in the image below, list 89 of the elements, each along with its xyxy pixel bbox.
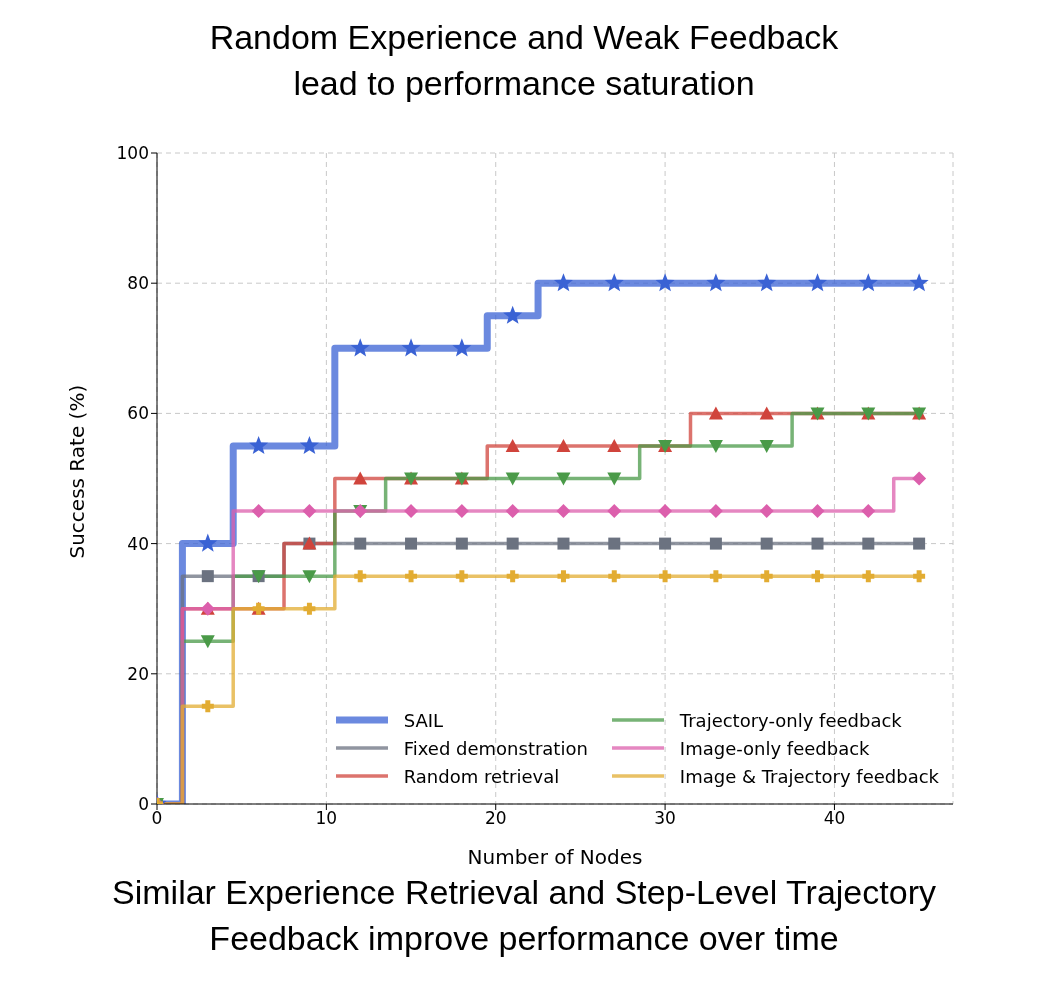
x-tick-label: 30 [654,808,676,829]
point [760,570,773,583]
point [354,537,367,550]
point [505,504,520,519]
y-tick-label: 80 [127,273,149,294]
point [659,570,672,583]
point [862,537,875,550]
point [709,537,722,550]
point [811,537,824,550]
y-tick-label: 100 [116,143,149,164]
point [759,504,774,519]
chart-title: Random Experience and Weak Feedback lead to performance saturation [208,17,840,104]
point [405,570,418,583]
y-tick-label: 40 [127,533,149,554]
point [608,537,621,550]
point [302,504,317,519]
point [354,570,367,583]
point [757,273,777,292]
point [553,273,573,292]
legend-label: Random retrieval [403,765,560,787]
point [201,700,214,713]
x-tick-label: 10 [315,808,338,829]
x-tick-label: 0 [151,808,163,829]
point [353,471,368,485]
point [556,438,571,452]
y-tick-label: 0 [138,794,149,815]
point [708,406,723,420]
x-tick-label: 40 [823,808,846,829]
point [759,439,774,453]
point [810,504,825,519]
point [506,570,519,583]
point [455,570,468,583]
point [913,537,926,550]
point [706,273,726,292]
point [913,570,926,583]
x-tick-label: 20 [484,808,507,829]
point [506,537,519,550]
legend-label: Fixed demonstration [403,737,588,759]
point [909,273,929,292]
point [861,504,876,519]
point [452,338,472,357]
y-tick-label: 20 [127,663,149,684]
point [251,504,266,519]
point [200,635,215,649]
point [405,537,418,550]
point [608,570,621,583]
point [607,504,622,519]
point [708,439,723,453]
point [503,305,523,324]
point [659,537,672,550]
point [201,570,214,583]
point [454,504,469,519]
point [557,570,570,583]
y-tick-label: 60 [127,403,149,424]
point [808,273,828,292]
point [862,570,875,583]
point [604,273,624,292]
point [708,504,723,519]
point [709,570,722,583]
point [350,338,370,357]
point [858,273,878,292]
point [404,504,419,519]
point [455,537,468,550]
point [198,533,218,552]
point [658,504,673,519]
legend-label: Image & Trajectory feedback [679,765,939,787]
point [759,406,774,420]
point [811,570,824,583]
point [505,438,520,452]
point [249,435,269,455]
point [302,570,317,584]
point [655,273,675,292]
point [299,435,319,455]
legend-label: Image-only feedback [679,737,870,759]
point [556,504,571,519]
text: Similar Experience Retrieval and Step-Level Trajectory Feedback improve performance over time [111,872,937,959]
point [556,472,571,486]
point [505,472,520,486]
point [401,338,421,357]
x-axis-title: Number of Nodes [467,845,643,869]
point [607,438,622,452]
point [912,471,927,486]
point [760,537,773,550]
point [557,537,570,550]
point [607,472,622,486]
y-axis-title: Success Rate (%) [65,384,90,559]
legend-label: Trajectory-only feedback [679,709,902,731]
point [303,602,316,615]
legend-label: SAIL [403,709,444,731]
